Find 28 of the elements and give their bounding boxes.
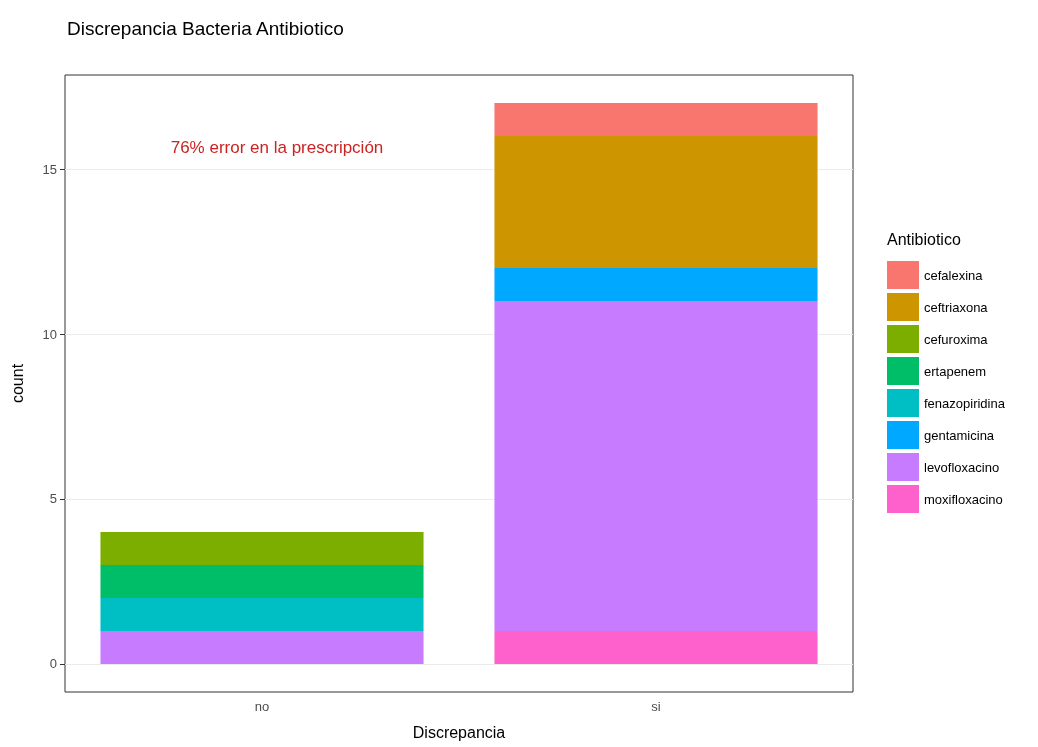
y-tick-label: 0: [49, 656, 57, 672]
legend-label: levofloxacino: [924, 459, 1000, 475]
bar: [494, 136, 818, 269]
legend-title: Antibiotico: [887, 230, 961, 248]
legend-label: gentamicina: [924, 427, 995, 443]
bar: [494, 103, 818, 137]
x-tick-label: no: [254, 699, 270, 714]
y-tick-label: 10: [42, 326, 57, 342]
y-tick-label: 5: [49, 491, 57, 507]
bar: [494, 630, 818, 664]
legend-label: fenazopiridina: [924, 395, 1006, 411]
bar: [494, 301, 818, 631]
bar: [100, 564, 424, 598]
bar: [100, 531, 424, 565]
legend-label: moxifloxacino: [924, 491, 1003, 507]
legend-label: ertapenem: [924, 363, 987, 379]
x-tick-label: si: [651, 699, 661, 714]
legend-label: cefalexina: [924, 267, 984, 283]
bar: [100, 630, 424, 664]
x-axis-title: Discrepancia: [412, 723, 506, 741]
legend-label: ceftriaxona: [924, 299, 989, 315]
y-tick-label: 15: [42, 161, 57, 177]
legend-label: cefuroxima: [924, 331, 989, 347]
bar: [494, 268, 818, 302]
y-axis-title: count: [8, 363, 26, 404]
chart-title: Discrepancia Bacteria Antibiotico: [67, 18, 344, 39]
bar: [100, 597, 424, 631]
annotation: 76% error en la prescripción: [170, 137, 384, 157]
